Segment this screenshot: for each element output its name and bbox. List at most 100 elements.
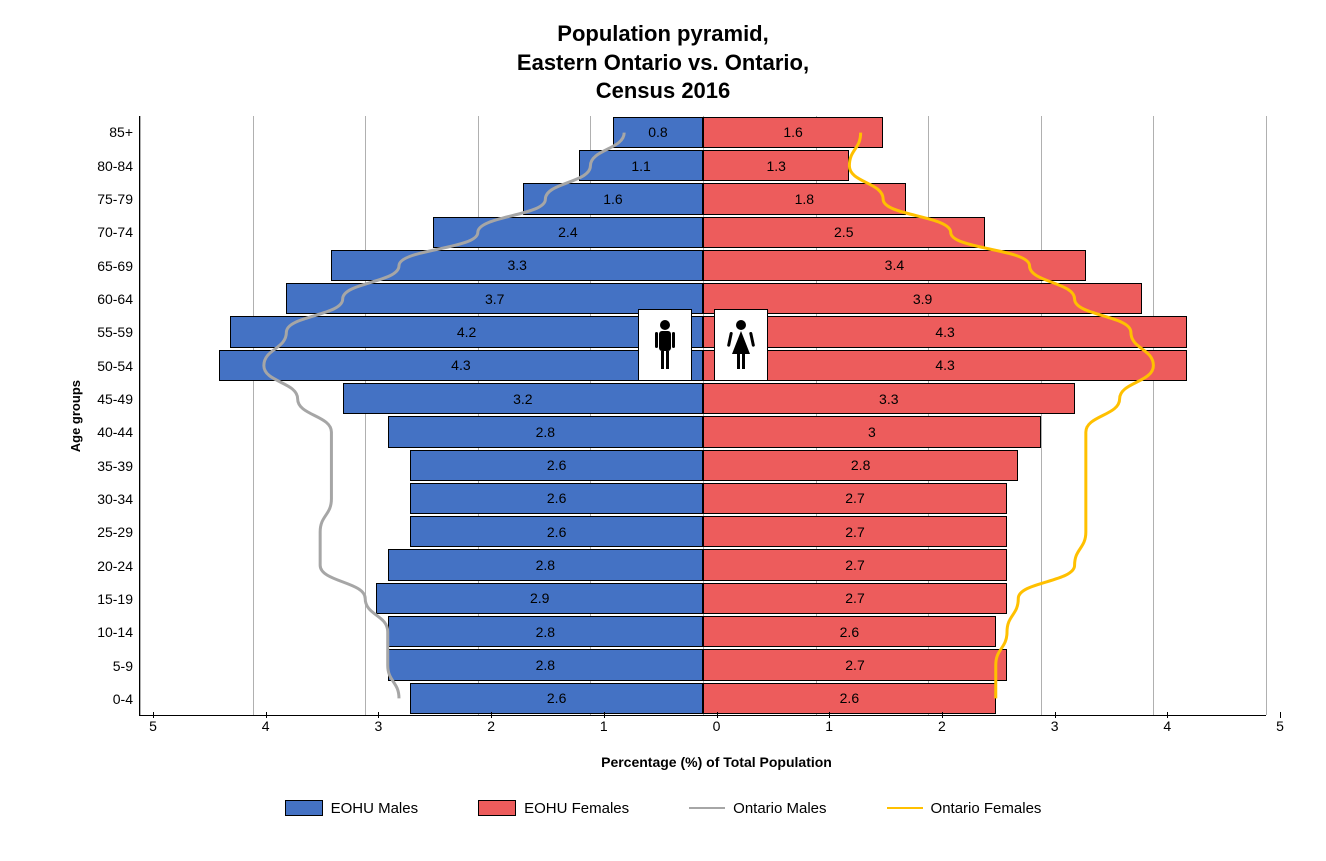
legend-swatch	[285, 800, 323, 816]
age-row: 2.62.8	[140, 449, 1266, 482]
female-bar: 2.8	[703, 450, 1018, 481]
age-row: 2.92.7	[140, 582, 1266, 615]
y-axis-ticks: 0-45-910-1415-1920-2425-2930-3435-3940-4…	[83, 116, 139, 716]
legend: EOHU Males EOHU Females Ontario Males Ontar…	[60, 800, 1266, 817]
x-tick-label: 1	[600, 718, 608, 734]
x-tick-label: 4	[262, 718, 270, 734]
y-tick-label: 15-19	[83, 591, 133, 607]
age-row: 2.82.6	[140, 615, 1266, 648]
male-bar: 2.8	[388, 549, 703, 580]
legend-swatch	[887, 807, 923, 809]
male-bar: 0.8	[613, 117, 703, 148]
y-tick-label: 25-29	[83, 524, 133, 540]
female-bar: 4.3	[703, 316, 1187, 347]
male-bar: 3.3	[331, 250, 703, 281]
x-axis-ticks: 54321012345	[153, 716, 1280, 736]
y-tick-label: 40-44	[83, 424, 133, 440]
y-tick-label: 65-69	[83, 258, 133, 274]
age-row: 2.62.7	[140, 515, 1266, 548]
bar-layer: 2.62.62.82.72.82.62.92.72.82.72.62.72.62…	[140, 116, 1266, 715]
age-row: 2.82.7	[140, 548, 1266, 581]
legend-label: Ontario Females	[931, 800, 1042, 817]
female-bar: 2.7	[703, 583, 1007, 614]
female-bar: 2.7	[703, 516, 1007, 547]
male-bar: 2.9	[376, 583, 703, 614]
x-tick-label: 4	[1163, 718, 1171, 734]
legend-item: EOHU Males	[285, 800, 419, 817]
female-bar: 1.6	[703, 117, 883, 148]
male-bar: 2.8	[388, 616, 703, 647]
male-bar: 2.8	[388, 416, 703, 447]
age-row: 3.73.9	[140, 282, 1266, 315]
y-tick-label: 50-54	[83, 358, 133, 374]
male-bar: 4.3	[219, 350, 703, 381]
female-bar: 2.6	[703, 616, 996, 647]
age-row: 2.82.7	[140, 648, 1266, 681]
y-tick-label: 55-59	[83, 324, 133, 340]
male-bar: 1.6	[523, 183, 703, 214]
x-tick-label: 3	[374, 718, 382, 734]
y-tick-label: 75-79	[83, 191, 133, 207]
age-row: 3.23.3	[140, 382, 1266, 415]
y-tick-label: 5-9	[83, 658, 133, 674]
male-bar: 4.2	[230, 316, 703, 347]
female-bar: 3	[703, 416, 1041, 447]
age-row: 2.42.5	[140, 216, 1266, 249]
male-bar: 2.4	[433, 217, 703, 248]
x-tick-label: 3	[1051, 718, 1059, 734]
age-row: 2.62.6	[140, 682, 1266, 715]
age-row: 1.11.3	[140, 149, 1266, 182]
y-tick-label: 70-74	[83, 224, 133, 240]
female-bar: 3.9	[703, 283, 1142, 314]
age-row: 1.61.8	[140, 182, 1266, 215]
legend-item: Ontario Females	[887, 800, 1042, 817]
age-row: 4.34.3	[140, 349, 1266, 382]
x-tick-label: 5	[149, 718, 157, 734]
legend-item: EOHU Females	[478, 800, 629, 817]
legend-swatch	[478, 800, 516, 816]
male-bar: 1.1	[579, 150, 703, 181]
female-bar: 4.3	[703, 350, 1187, 381]
male-bar: 2.6	[410, 516, 703, 547]
female-bar: 3.4	[703, 250, 1086, 281]
x-tick-label: 0	[713, 718, 721, 734]
age-row: 0.81.6	[140, 116, 1266, 149]
legend-label: EOHU Males	[331, 800, 419, 817]
male-bar: 2.6	[410, 483, 703, 514]
chart-title: Population pyramid,Eastern Ontario vs. O…	[60, 20, 1266, 106]
x-tick-label: 2	[487, 718, 495, 734]
female-bar: 1.3	[703, 150, 849, 181]
y-tick-label: 45-49	[83, 391, 133, 407]
male-bar: 2.6	[410, 683, 703, 714]
age-row: 4.24.3	[140, 315, 1266, 348]
x-tick-label: 1	[825, 718, 833, 734]
male-bar: 2.6	[410, 450, 703, 481]
y-tick-label: 35-39	[83, 458, 133, 474]
female-icon	[714, 309, 768, 381]
male-icon	[638, 309, 692, 381]
y-tick-label: 20-24	[83, 558, 133, 574]
y-tick-label: 60-64	[83, 291, 133, 307]
x-tick-label: 5	[1276, 718, 1284, 734]
y-tick-label: 10-14	[83, 624, 133, 640]
female-bar: 3.3	[703, 383, 1075, 414]
x-axis-label: Percentage (%) of Total Population	[153, 754, 1280, 770]
female-bar: 1.8	[703, 183, 906, 214]
y-tick-label: 30-34	[83, 491, 133, 507]
plot-area: 2.62.62.82.72.82.62.92.72.82.72.62.72.62…	[139, 116, 1266, 716]
age-row: 2.83	[140, 415, 1266, 448]
male-bar: 3.2	[343, 383, 703, 414]
population-pyramid-chart: Population pyramid,Eastern Ontario vs. O…	[0, 0, 1326, 861]
female-bar: 2.7	[703, 549, 1007, 580]
age-row: 2.62.7	[140, 482, 1266, 515]
female-bar: 2.7	[703, 649, 1007, 680]
legend-item: Ontario Males	[689, 800, 826, 817]
chart-body: Age groups 0-45-910-1415-1920-2425-2930-…	[60, 116, 1266, 716]
y-axis-label: Age groups	[60, 380, 83, 452]
legend-label: EOHU Females	[524, 800, 629, 817]
y-tick-label: 80-84	[83, 158, 133, 174]
legend-label: Ontario Males	[733, 800, 826, 817]
male-bar: 2.8	[388, 649, 703, 680]
x-tick-label: 2	[938, 718, 946, 734]
legend-swatch	[689, 807, 725, 809]
